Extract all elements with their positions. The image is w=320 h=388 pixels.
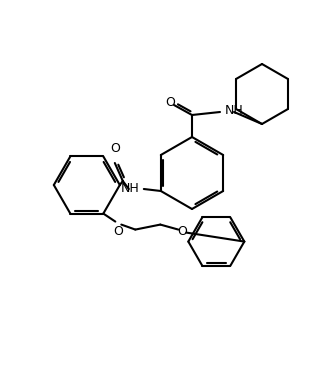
Text: NH: NH (121, 182, 140, 194)
Text: O: O (110, 142, 120, 155)
Text: NH: NH (225, 104, 244, 118)
Text: O: O (113, 225, 123, 237)
Text: O: O (165, 97, 175, 109)
Text: O: O (177, 225, 187, 238)
